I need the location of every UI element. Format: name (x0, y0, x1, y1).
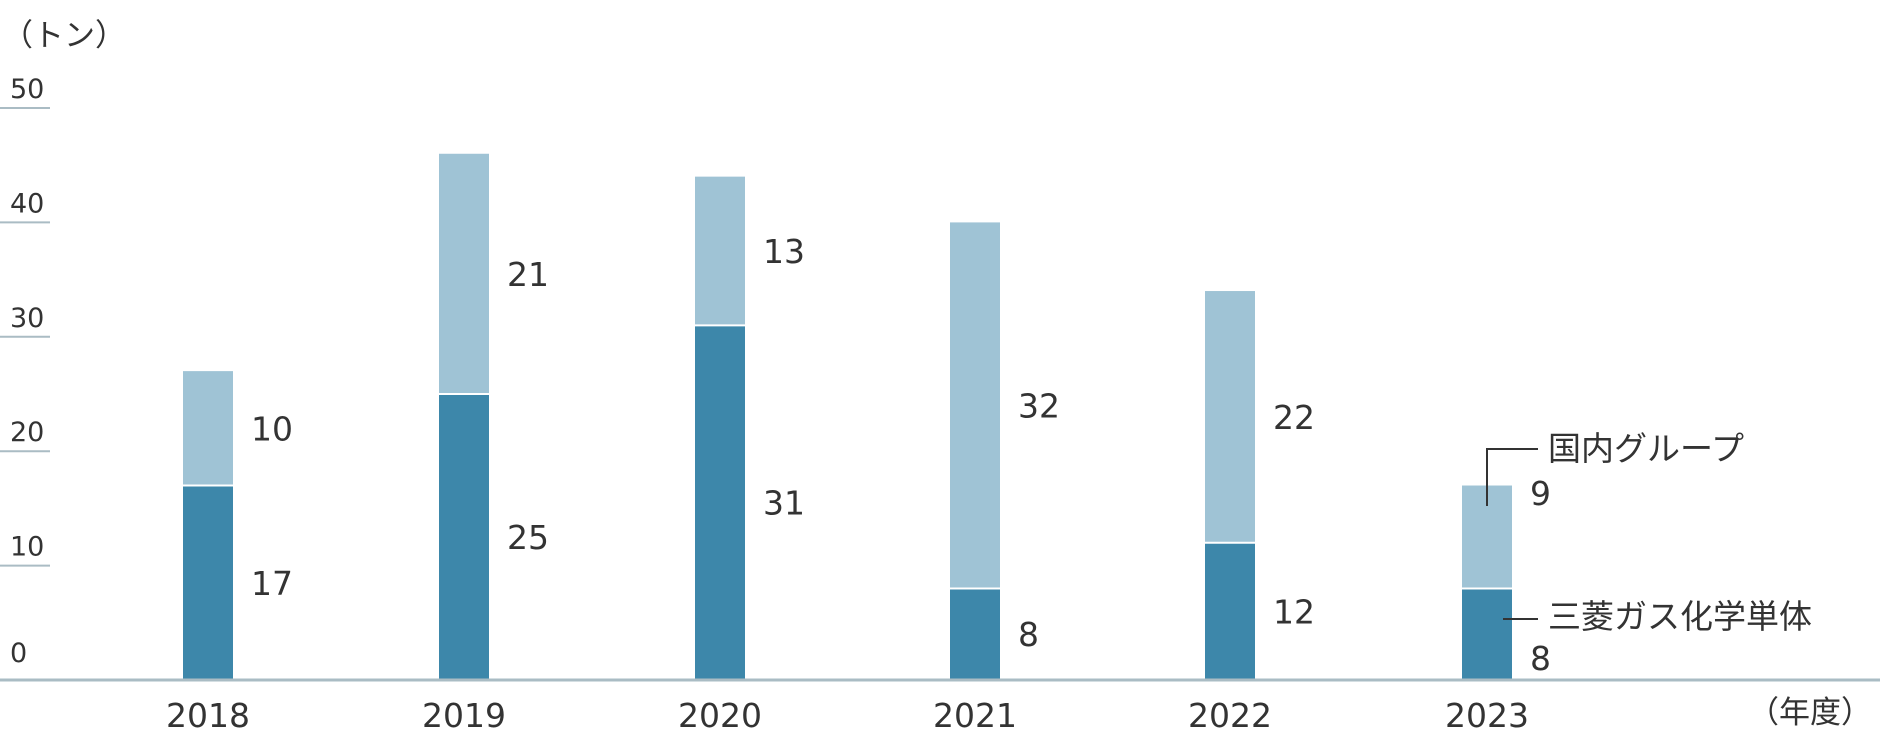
x-tick-label-2020: 2020 (678, 696, 762, 735)
bar-2022-upper (1205, 291, 1255, 543)
legend-label-domestic-group: 国内グループ (1548, 429, 1744, 468)
value-label-2018-upper: 10 (251, 409, 293, 448)
value-label-2021-upper: 32 (1018, 386, 1060, 425)
value-label-2019-lower: 25 (507, 518, 549, 557)
x-axis: 2018 2019 2020 2021 2022 2023 (0, 678, 1880, 735)
y-tick-label-20: 20 (10, 417, 44, 448)
value-label-2022-lower: 12 (1273, 592, 1315, 631)
value-label-2023-lower: 8 (1530, 639, 1551, 678)
x-tick-label-2021: 2021 (933, 696, 1017, 735)
bar-2018-upper (183, 371, 233, 486)
legend-label-mgc-standalone: 三菱ガス化学単体 (1548, 597, 1812, 636)
y-tick-label-30: 30 (10, 303, 44, 334)
value-label-2021-lower: 8 (1018, 615, 1039, 654)
y-axis-unit-label: （トン） (2, 18, 126, 54)
x-tick-label-2023: 2023 (1445, 696, 1529, 735)
y-axis: 0 10 20 30 40 50 (0, 74, 50, 669)
value-label-2018-lower: 17 (251, 564, 293, 603)
bar-2020-lower (695, 325, 745, 680)
y-tick-label-50: 50 (10, 74, 44, 105)
y-tick-label-0: 0 (10, 638, 27, 669)
value-label-2020-upper: 13 (763, 232, 805, 271)
value-label-2023-upper: 9 (1530, 474, 1551, 513)
x-tick-label-2018: 2018 (166, 696, 250, 735)
legend-leader-line-upper (1486, 448, 1538, 506)
bar-2020-upper (695, 176, 745, 326)
value-label-2019-upper: 21 (507, 255, 549, 294)
x-tick-label-2022: 2022 (1188, 696, 1272, 735)
bar-2021-upper (950, 222, 1000, 589)
bar-2019-upper (439, 153, 489, 394)
value-label-2020-lower: 31 (763, 484, 805, 523)
bar-2022-lower (1205, 542, 1255, 680)
bar-2021-lower (950, 588, 1000, 680)
bar-2023-lower (1462, 588, 1512, 680)
bar-2019-lower (439, 394, 489, 680)
value-label-2022-upper: 22 (1273, 398, 1315, 437)
value-labels-group: 17 10 25 21 31 13 8 32 12 22 8 9 (251, 232, 1551, 678)
y-tick-label-10: 10 (10, 532, 44, 563)
y-tick-label-40: 40 (10, 188, 44, 219)
bars-group (183, 153, 1512, 680)
x-tick-label-2019: 2019 (422, 696, 506, 735)
bar-2018-lower (183, 485, 233, 680)
x-axis-unit-label: （年度） (1748, 695, 1872, 731)
